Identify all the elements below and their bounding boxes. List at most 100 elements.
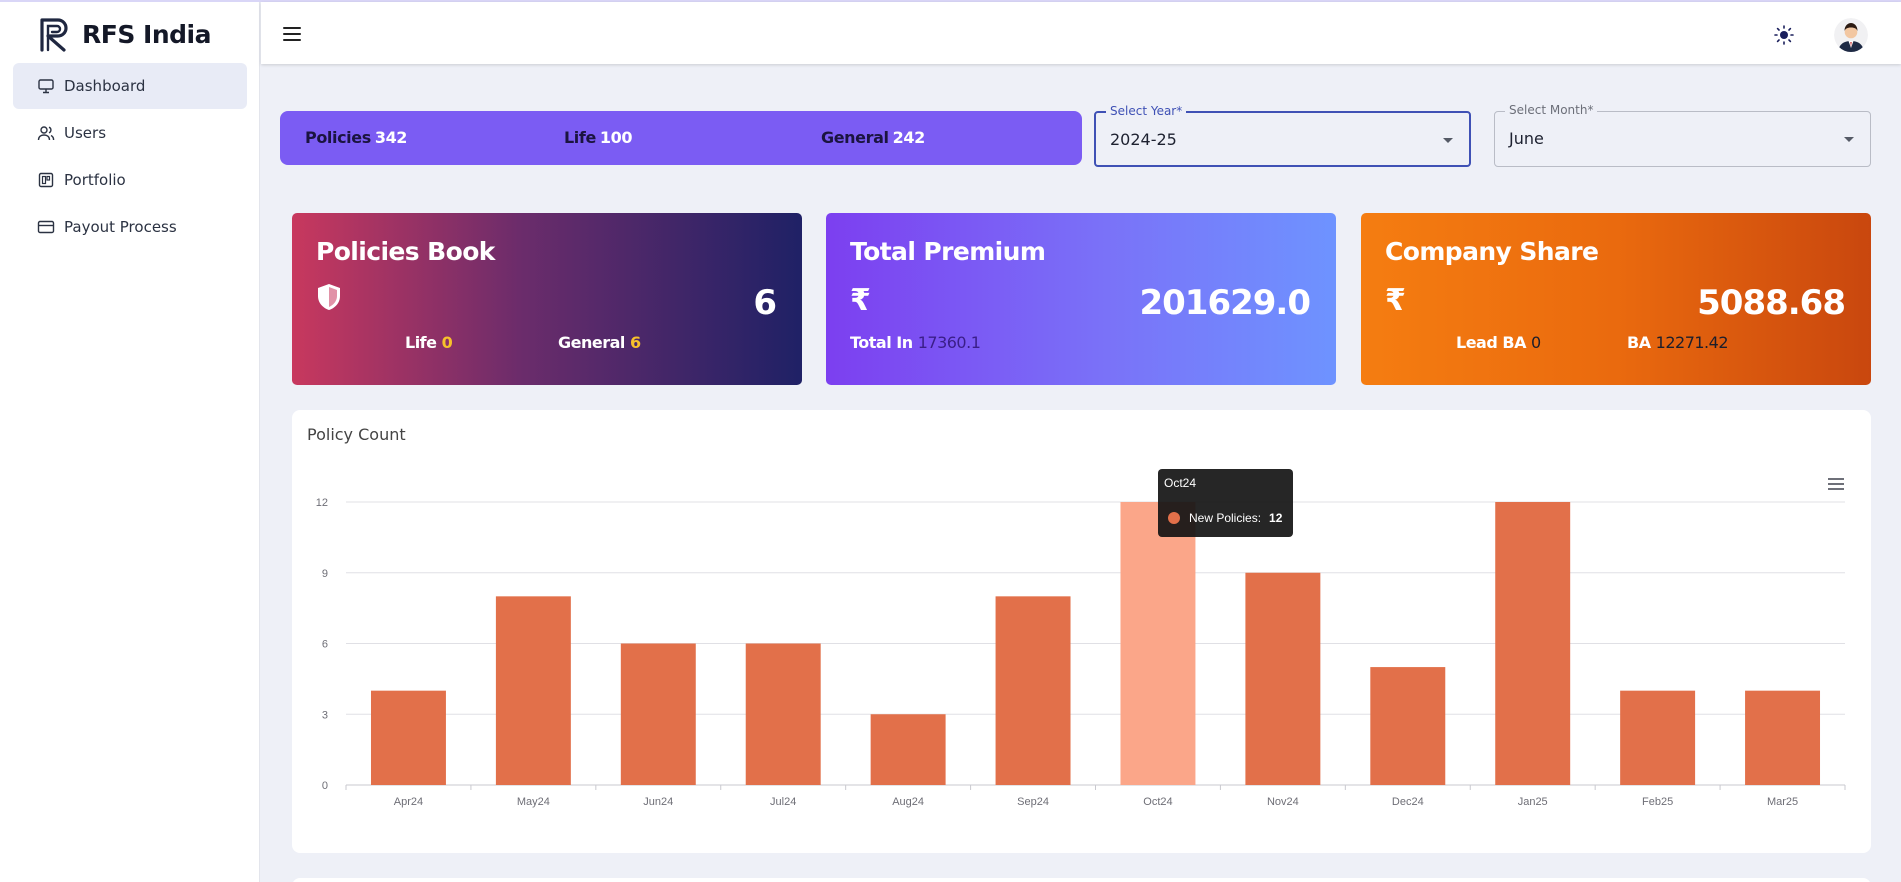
ba-value: 12271.42 (1655, 333, 1729, 352)
general-value: 6 (629, 333, 641, 352)
x-tick-label: May24 (517, 796, 550, 808)
year-select-value: 2024-25 (1110, 130, 1177, 149)
card-title: Company Share (1385, 237, 1599, 266)
chart-bar[interactable] (370, 690, 446, 785)
x-tick-label: Apr24 (394, 796, 423, 808)
y-tick-label: 0 (322, 780, 328, 792)
sidebar-item-users[interactable]: Users (13, 110, 247, 156)
general-label: General (558, 333, 625, 352)
chevron-down-icon (1443, 138, 1453, 143)
sun-icon[interactable] (1773, 24, 1795, 46)
month-select-label: Select Month* (1505, 103, 1598, 117)
chart-bar[interactable] (745, 643, 821, 786)
company-share-value: 5088.68 (1697, 283, 1846, 323)
monitor-icon (37, 77, 55, 95)
sidebar-item-label: Dashboard (64, 77, 146, 95)
policies-book-card: Policies Book 6 Life 0 General 6 (292, 213, 802, 385)
summary-general-value: 242 (892, 128, 926, 147)
y-tick-label: 6 (322, 639, 328, 651)
y-tick-label: 12 (316, 497, 328, 509)
chart-bar[interactable] (1370, 667, 1446, 785)
y-tick-label: 3 (322, 709, 328, 721)
lead-ba-label: Lead BA (1456, 333, 1526, 352)
chart-menu-icon[interactable] (1828, 478, 1844, 492)
chart-bar[interactable] (495, 596, 571, 785)
chevron-down-icon (1844, 137, 1854, 142)
hamburger-icon[interactable] (283, 27, 301, 41)
top-header (261, 2, 1901, 64)
tooltip-row: New Policies: 12 (1168, 511, 1282, 525)
chart-bar[interactable] (1245, 572, 1321, 785)
card-icon (37, 218, 55, 236)
users-icon (37, 124, 55, 142)
x-tick-label: Jun24 (643, 796, 673, 808)
portfolio-icon (37, 171, 55, 189)
shield-icon (316, 283, 342, 319)
company-share-card: Company Share ₹ 5088.68 Lead BA 0 BA 122… (1361, 213, 1871, 385)
policy-count-chart: 0 3 6 9 12 Apr24 May24 Jun24 Jul24 Aug24 Sep24 Oct2… (316, 497, 1846, 808)
sidebar-nav: Dashboard Users Portfolio Payout Process (13, 63, 247, 251)
summary-general-label: General (821, 128, 889, 147)
rupee-icon: ₹ (1385, 283, 1406, 318)
rupee-icon: ₹ (850, 283, 871, 318)
top-accent-line (0, 0, 1901, 2)
secondary-panel (292, 878, 1871, 882)
x-tick-label: Jul24 (770, 796, 796, 808)
summary-policies: Policies 342 (305, 111, 407, 165)
ba-label: BA (1627, 333, 1651, 352)
chart-bar[interactable] (620, 643, 696, 786)
brand[interactable]: RFS India (38, 16, 211, 52)
ba: BA 12271.42 (1627, 333, 1729, 352)
sidebar-item-label: Users (64, 124, 107, 142)
chart-bar[interactable] (995, 596, 1071, 785)
month-select[interactable]: Select Month* June (1494, 103, 1871, 167)
x-tick-label: Mar25 (1767, 796, 1798, 808)
x-tick-label: Jan25 (1518, 796, 1548, 808)
life-label: Life (405, 333, 437, 352)
life-value: 0 (441, 333, 453, 352)
chart-bar[interactable] (1120, 502, 1196, 785)
tooltip-value: 12 (1269, 511, 1283, 525)
card-title: Policies Book (316, 237, 495, 266)
chart-bar[interactable] (1495, 502, 1571, 785)
x-tick-label: Nov24 (1267, 796, 1299, 808)
policies-book-value: 6 (753, 283, 777, 323)
total-premium-value: 201629.0 (1139, 283, 1311, 323)
tooltip-title: Oct24 (1164, 476, 1197, 490)
policy-count-panel: 0 3 6 9 12 Apr24 May24 Jun24 Jul24 Aug24 Sep24 Oct2… (292, 410, 1871, 853)
summary-life-label: Life (564, 128, 596, 147)
sidebar-item-dashboard[interactable]: Dashboard (13, 63, 247, 109)
x-tick-label: Sep24 (1017, 796, 1049, 808)
lead-ba-value: 0 (1531, 333, 1541, 352)
month-select-value: June (1509, 129, 1544, 148)
total-in-value: 17360.1 (917, 333, 981, 352)
policies-book-general: General 6 (558, 333, 641, 352)
y-tick-label: 9 (322, 568, 328, 580)
rfs-logo-icon (40, 18, 68, 52)
total-in: Total In 17360.1 (850, 333, 981, 352)
user-avatar[interactable] (1834, 18, 1868, 52)
chart-bar[interactable] (1620, 690, 1696, 785)
summary-general: General 242 (821, 111, 925, 165)
summary-life-value: 100 (599, 128, 633, 147)
sidebar-item-portfolio[interactable]: Portfolio (13, 157, 247, 203)
total-in-label: Total In (850, 333, 913, 352)
year-select[interactable]: Select Year* 2024-25 (1094, 104, 1471, 167)
x-tick-label: Feb25 (1642, 796, 1673, 808)
sidebar-item-payout-process[interactable]: Payout Process (13, 204, 247, 250)
lead-ba: Lead BA 0 (1456, 333, 1541, 352)
brand-name: RFS India (82, 19, 211, 49)
total-premium-card: Total Premium ₹ 201629.0 Total In 17360.… (826, 213, 1336, 385)
x-tick-label: Aug24 (892, 796, 924, 808)
chart-bar[interactable] (1745, 690, 1821, 785)
chart-bar[interactable] (870, 714, 946, 785)
sidebar-item-label: Portfolio (64, 171, 126, 189)
x-tick-label: Oct24 (1143, 796, 1172, 808)
tooltip-series-label: New Policies: (1189, 511, 1262, 525)
series-dot-icon (1168, 512, 1180, 524)
card-title: Total Premium (850, 237, 1046, 266)
summary-policies-value: 342 (374, 128, 408, 147)
chart-title: Policy Count (307, 425, 406, 444)
summary-policies-label: Policies (305, 128, 371, 147)
chart-tooltip: Oct24 New Policies: 12 (1158, 469, 1293, 537)
